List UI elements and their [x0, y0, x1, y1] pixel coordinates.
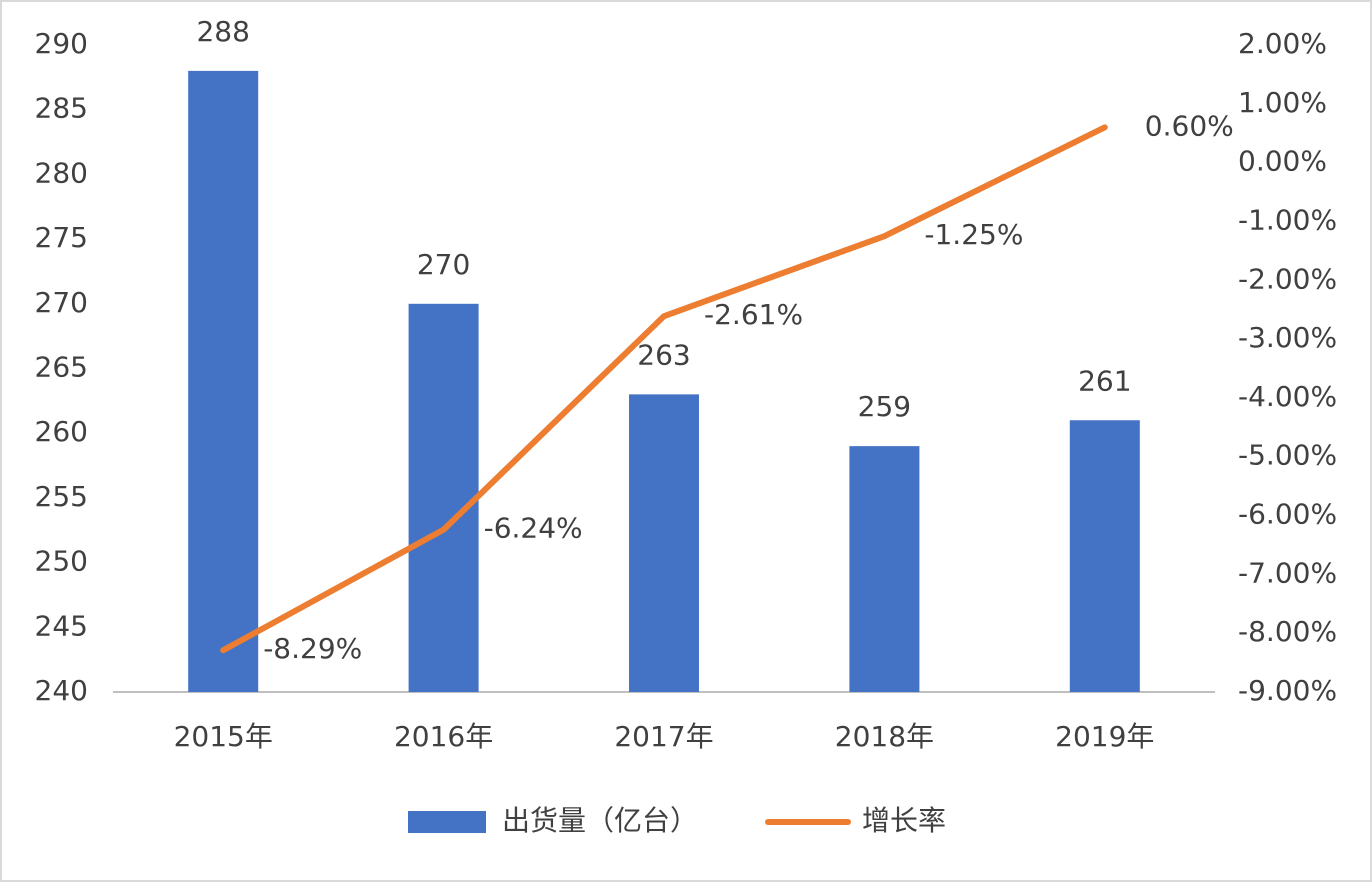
bar-value-label: 288 — [196, 15, 249, 48]
line-value-label: -6.24% — [484, 512, 583, 545]
y2-tick-label: -3.00% — [1238, 321, 1337, 354]
x-tick-label: 2017年 — [614, 720, 713, 753]
y-tick-label: 240 — [35, 674, 88, 707]
y-tick-label: 280 — [35, 156, 88, 189]
y-tick-label: 285 — [35, 92, 88, 125]
bar — [1069, 420, 1140, 692]
y2-tick-label: -5.00% — [1238, 439, 1337, 472]
bar-value-label: 270 — [417, 248, 470, 281]
bar-value-label: 259 — [858, 390, 911, 423]
legend-label: 增长率 — [862, 804, 946, 837]
legend-label: 出货量（亿台） — [502, 804, 698, 837]
bar-value-label: 263 — [637, 338, 690, 371]
y2-tick-label: -7.00% — [1238, 556, 1337, 589]
y2-tick-label: 0.00% — [1238, 145, 1327, 178]
line-value-label: -8.29% — [263, 632, 362, 665]
bar-value-label: 261 — [1078, 364, 1131, 397]
line — [220, 124, 1108, 654]
y-tick-label: 265 — [35, 351, 88, 384]
y2-tick-label: -6.00% — [1238, 498, 1337, 531]
y-tick-label: 275 — [35, 221, 88, 254]
y2-tick-label: -1.00% — [1238, 203, 1337, 236]
y2-tick-label: -9.00% — [1238, 674, 1337, 707]
line-value-label: 0.60% — [1145, 109, 1234, 142]
y2-tick-label: -4.00% — [1238, 380, 1337, 413]
bar — [188, 70, 259, 692]
x-tick-label: 2018年 — [835, 720, 934, 753]
x-tick-label: 2019年 — [1055, 720, 1154, 753]
x-tick-label: 2015年 — [174, 720, 273, 753]
line-value-label: -1.25% — [924, 218, 1023, 251]
x-tick-label: 2016年 — [394, 720, 493, 753]
y-tick-label: 250 — [35, 545, 88, 578]
line-value-label: -2.61% — [704, 298, 803, 331]
y2-tick-label: -8.00% — [1238, 615, 1337, 648]
bar — [629, 394, 699, 692]
y2-tick-label: -2.00% — [1238, 262, 1337, 295]
y2-tick-label: 2.00% — [1238, 27, 1327, 60]
bar — [408, 303, 479, 692]
y-tick-label: 260 — [35, 415, 88, 448]
legend-swatch — [408, 811, 486, 833]
y-tick-label: 255 — [35, 480, 88, 513]
y2-tick-label: 1.00% — [1238, 86, 1327, 119]
y-tick-label: 290 — [35, 27, 88, 60]
y-tick-label: 245 — [35, 609, 88, 642]
y-tick-label: 270 — [35, 286, 88, 319]
bar — [849, 446, 920, 692]
